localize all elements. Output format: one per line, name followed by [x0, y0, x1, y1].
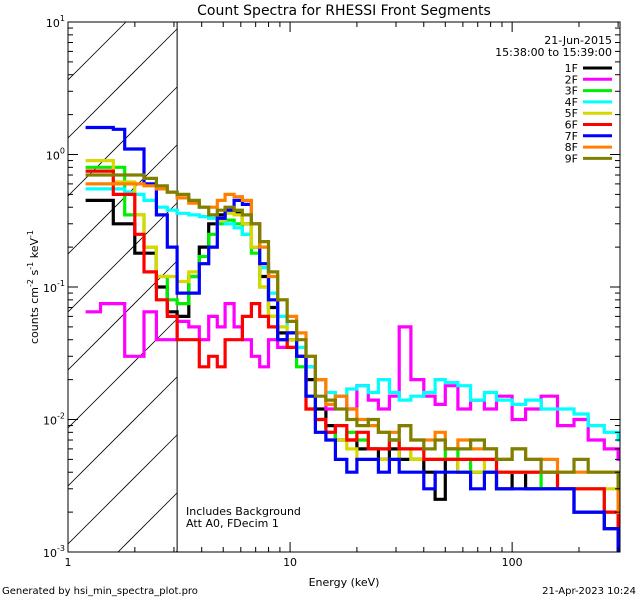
- y-tick-base: 10: [46, 17, 60, 30]
- legend-label-8F: 8F: [565, 141, 578, 154]
- legend-label-5F: 5F: [565, 107, 578, 120]
- y-tick-label: 10-3: [43, 544, 65, 560]
- date-label: 21-Jun-2015: [544, 34, 612, 47]
- x-tick-label: 10: [283, 556, 297, 569]
- footer-timestamp: 21-Apr-2023 10:24: [542, 586, 636, 597]
- y-tick-base: 10: [43, 415, 57, 428]
- series-9F: [85, 173, 620, 491]
- y-axis-label: counts cm-2 s-1 keV-1: [26, 230, 41, 344]
- hatch-line: [68, 28, 178, 139]
- legend-label-3F: 3F: [565, 85, 578, 98]
- footer-generated-by: Generated by hsi_min_spectra_plot.pro: [2, 586, 198, 597]
- series-2F: [85, 302, 620, 461]
- annotation-attenuator: Att A0, FDecim 1: [186, 517, 279, 530]
- y-tick-exponent: 1: [60, 14, 65, 23]
- x-axis-label: Energy (keV): [309, 576, 380, 589]
- hatch-line: [68, 260, 178, 371]
- series-7F: [85, 125, 620, 552]
- y-tick-base: 10: [43, 282, 57, 295]
- y-tick-label: 101: [46, 14, 65, 30]
- series-group: [85, 125, 620, 552]
- y-tick-base: 10: [43, 547, 57, 560]
- legend-label-1F: 1F: [565, 62, 578, 75]
- chart-title: Count Spectra for RHESSI Front Segments: [197, 3, 491, 19]
- hatch-line: [68, 376, 178, 487]
- hatch-line: [117, 492, 178, 552]
- y-tick-label: 10-2: [43, 412, 65, 428]
- annotation-background: Includes Background: [186, 505, 301, 518]
- hatch-line: [68, 434, 178, 545]
- time-range-label: 15:38:00 to 15:39:00: [495, 46, 612, 59]
- legend-label-4F: 4F: [565, 96, 578, 109]
- legend-label-7F: 7F: [565, 130, 578, 143]
- y-tick-exponent: -2: [57, 412, 65, 421]
- y-tick-label: 10-1: [43, 279, 65, 295]
- hatch-line: [68, 202, 178, 313]
- hatch-line: [68, 144, 178, 255]
- legend-label-9F: 9F: [565, 152, 578, 165]
- y-tick-exponent: 0: [60, 147, 65, 156]
- x-tick-label: 100: [502, 556, 523, 569]
- x-tick-label: 1: [65, 556, 72, 569]
- hatch-line: [68, 318, 178, 429]
- legend-label-2F: 2F: [565, 73, 578, 86]
- y-tick-exponent: -3: [57, 544, 65, 553]
- y-tick-label: 100: [46, 147, 65, 163]
- hatch-line: [68, 86, 178, 197]
- y-tick-exponent: -1: [57, 279, 65, 288]
- y-tick-base: 10: [46, 150, 60, 163]
- legend-label-6F: 6F: [565, 119, 578, 132]
- hatch-line: [68, 22, 127, 81]
